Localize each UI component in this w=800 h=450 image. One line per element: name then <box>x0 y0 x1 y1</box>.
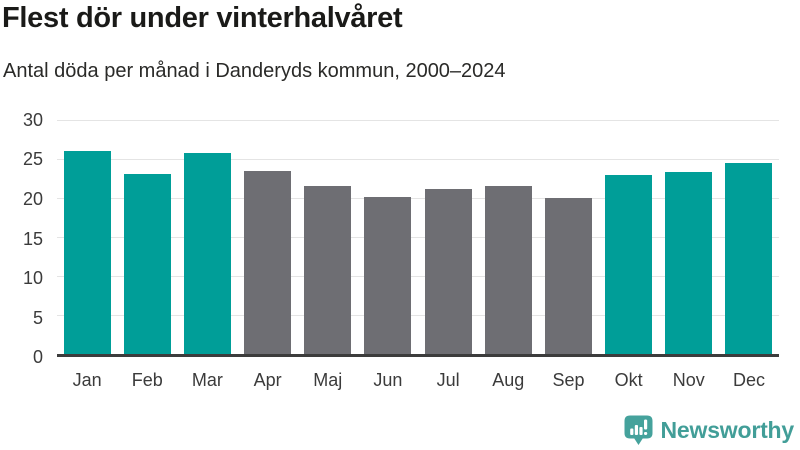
gridline-20 <box>57 197 779 199</box>
bar-slot-maj <box>298 120 358 354</box>
x-tick-label-maj: Maj <box>313 370 343 390</box>
bar-slot-mar <box>177 120 237 354</box>
bar-jan[interactable] <box>63 151 111 354</box>
bar-jun[interactable] <box>364 197 412 354</box>
bar-chart-speech-bubble-icon <box>624 415 653 445</box>
gridline-10 <box>57 275 779 277</box>
bar-mar[interactable] <box>183 152 231 354</box>
bar-aug[interactable] <box>484 186 532 354</box>
x-tick-label-jan: Jan <box>72 370 102 390</box>
bar-slot-jun <box>358 120 418 354</box>
x-tick-label-okt: Okt <box>614 370 643 390</box>
chart-title: Flest dör under vinterhalvåret <box>2 2 403 34</box>
y-tick-label-10: 10 <box>22 267 43 288</box>
plot-area <box>57 120 779 357</box>
gridline-30 <box>57 120 779 121</box>
y-tick-label-25: 25 <box>22 149 43 170</box>
bar-slot-okt <box>599 120 659 354</box>
gridline-15 <box>57 237 779 238</box>
x-tick-label-aug: Aug <box>492 370 525 390</box>
y-axis-labels: 0 5 10 15 20 25 30 <box>0 110 47 367</box>
y-tick-label-30: 30 <box>22 110 43 130</box>
bar-slot-jan <box>57 120 117 354</box>
bar-nov[interactable] <box>665 172 713 354</box>
bar-slot-aug <box>478 120 538 354</box>
x-tick-label-sep: Sep <box>552 370 585 390</box>
chart-subtitle: Antal döda per månad i Danderyds kommun,… <box>3 60 506 82</box>
x-tick-label-dec: Dec <box>732 370 765 390</box>
bar-feb[interactable] <box>123 173 171 354</box>
bars-row <box>57 120 779 354</box>
y-tick-label-15: 15 <box>22 228 43 249</box>
bar-slot-nov <box>659 120 719 354</box>
x-tick-label-nov: Nov <box>672 370 705 390</box>
bar-apr[interactable] <box>244 171 292 354</box>
y-tick-label-0: 0 <box>32 347 43 367</box>
x-tick-label-mar: Mar <box>191 370 223 390</box>
gridline-5 <box>57 315 779 316</box>
bar-chart: 0 5 10 15 20 25 30 Jan Feb Mar Apr Maj Jun Jul Aug Sep… <box>0 110 800 410</box>
gridline-25 <box>57 158 779 160</box>
newsworthy-logo[interactable]: Newsworthy <box>624 415 794 446</box>
bar-okt[interactable] <box>605 174 653 354</box>
bar-slot-dec <box>719 120 779 354</box>
x-tick-label-feb: Feb <box>131 370 163 390</box>
bar-slot-feb <box>117 120 177 354</box>
y-tick-label-20: 20 <box>22 188 43 209</box>
newsworthy-wordmark: Newsworthy <box>660 417 795 443</box>
x-axis-labels: Jan Feb Mar Apr Maj Jun Jul Aug Sep Okt Nov Dec <box>57 370 779 391</box>
x-tick-label-jun: Jun <box>373 370 403 390</box>
x-tick-label-apr: Apr <box>253 370 282 390</box>
bar-dec[interactable] <box>725 162 773 354</box>
bar-sep[interactable] <box>544 198 592 354</box>
bar-jul[interactable] <box>424 189 472 354</box>
y-tick-label-5: 5 <box>32 307 43 328</box>
bar-slot-apr <box>238 120 298 354</box>
bar-maj[interactable] <box>304 186 352 354</box>
bar-slot-sep <box>538 120 598 354</box>
x-tick-label-jul: Jul <box>436 370 460 390</box>
bar-slot-jul <box>418 120 478 354</box>
